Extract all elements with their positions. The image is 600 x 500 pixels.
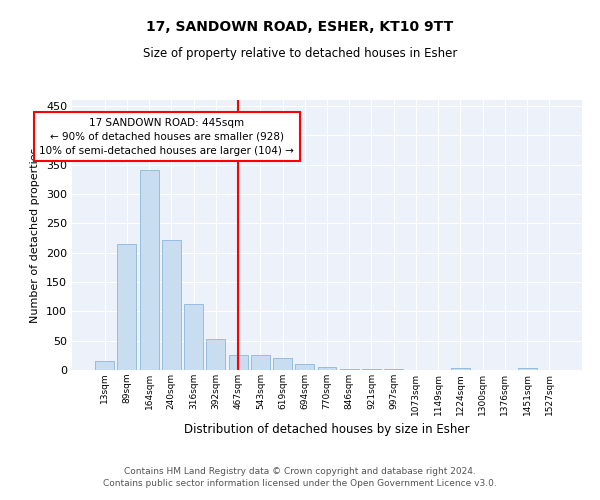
Bar <box>140 170 158 370</box>
Text: Contains HM Land Registry data © Crown copyright and database right 2024.: Contains HM Land Registry data © Crown c… <box>124 467 476 476</box>
Text: 17, SANDOWN ROAD, ESHER, KT10 9TT: 17, SANDOWN ROAD, ESHER, KT10 9TT <box>146 20 454 34</box>
Text: Contains public sector information licensed under the Open Government Licence v3: Contains public sector information licen… <box>103 478 497 488</box>
Text: 17 SANDOWN ROAD: 445sqm
← 90% of detached houses are smaller (928)
10% of semi-d: 17 SANDOWN ROAD: 445sqm ← 90% of detache… <box>40 118 295 156</box>
Bar <box>273 358 292 370</box>
Bar <box>251 356 270 370</box>
Text: Size of property relative to detached houses in Esher: Size of property relative to detached ho… <box>143 48 457 60</box>
Bar <box>340 369 359 370</box>
Bar <box>95 361 114 370</box>
Bar <box>317 367 337 370</box>
Bar <box>118 244 136 370</box>
X-axis label: Distribution of detached houses by size in Esher: Distribution of detached houses by size … <box>184 423 470 436</box>
Bar <box>295 364 314 370</box>
Bar <box>162 240 181 370</box>
Bar <box>518 368 536 370</box>
Bar <box>206 340 225 370</box>
Bar <box>451 368 470 370</box>
Bar <box>229 356 248 370</box>
Bar <box>184 304 203 370</box>
Y-axis label: Number of detached properties: Number of detached properties <box>31 148 40 322</box>
